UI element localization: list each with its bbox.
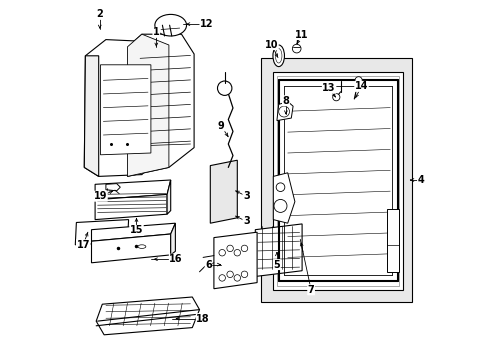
Text: 3: 3 xyxy=(243,216,249,226)
Polygon shape xyxy=(127,34,194,176)
Text: 14: 14 xyxy=(354,81,367,91)
Ellipse shape xyxy=(275,49,282,63)
Polygon shape xyxy=(276,102,292,121)
Polygon shape xyxy=(91,234,170,263)
Circle shape xyxy=(292,44,301,53)
Circle shape xyxy=(217,81,231,95)
Circle shape xyxy=(332,94,339,101)
Text: 11: 11 xyxy=(295,30,308,40)
Polygon shape xyxy=(75,220,128,245)
Circle shape xyxy=(241,245,247,252)
Ellipse shape xyxy=(155,14,186,36)
Text: 17: 17 xyxy=(76,240,90,250)
Text: 10: 10 xyxy=(264,40,278,50)
Polygon shape xyxy=(91,223,175,241)
Circle shape xyxy=(234,249,240,256)
Text: 8: 8 xyxy=(282,96,289,106)
Polygon shape xyxy=(260,58,411,302)
Text: 18: 18 xyxy=(196,314,209,324)
Polygon shape xyxy=(273,173,294,223)
Text: 2: 2 xyxy=(96,9,103,19)
Polygon shape xyxy=(84,40,158,176)
Text: 6: 6 xyxy=(204,260,211,270)
Text: 1: 1 xyxy=(153,27,160,37)
Circle shape xyxy=(273,199,286,212)
Polygon shape xyxy=(276,76,399,286)
Text: 13: 13 xyxy=(322,83,335,93)
Polygon shape xyxy=(101,65,151,155)
Polygon shape xyxy=(255,224,302,276)
Text: 3: 3 xyxy=(243,191,249,201)
Text: 7: 7 xyxy=(307,285,314,295)
Polygon shape xyxy=(96,297,199,335)
Ellipse shape xyxy=(138,245,145,248)
Polygon shape xyxy=(386,209,399,272)
Polygon shape xyxy=(127,34,168,176)
Polygon shape xyxy=(170,223,175,255)
Text: 9: 9 xyxy=(217,121,224,131)
Text: 15: 15 xyxy=(129,225,143,235)
Text: 16: 16 xyxy=(169,254,183,264)
Text: 19: 19 xyxy=(94,191,107,201)
Polygon shape xyxy=(210,160,237,223)
Polygon shape xyxy=(95,194,167,220)
Polygon shape xyxy=(167,180,170,214)
Ellipse shape xyxy=(272,45,284,67)
Polygon shape xyxy=(84,56,99,176)
Circle shape xyxy=(226,245,233,252)
Circle shape xyxy=(276,183,284,192)
Circle shape xyxy=(278,106,289,117)
Polygon shape xyxy=(273,72,402,290)
Circle shape xyxy=(234,275,240,281)
Circle shape xyxy=(219,249,225,256)
Text: 12: 12 xyxy=(200,19,213,29)
Polygon shape xyxy=(95,180,170,200)
Circle shape xyxy=(354,77,362,84)
Polygon shape xyxy=(213,232,257,289)
Text: 4: 4 xyxy=(417,175,424,185)
Circle shape xyxy=(241,271,247,278)
Circle shape xyxy=(219,275,225,281)
Circle shape xyxy=(226,271,233,278)
Text: 5: 5 xyxy=(273,260,280,270)
Polygon shape xyxy=(106,184,120,191)
